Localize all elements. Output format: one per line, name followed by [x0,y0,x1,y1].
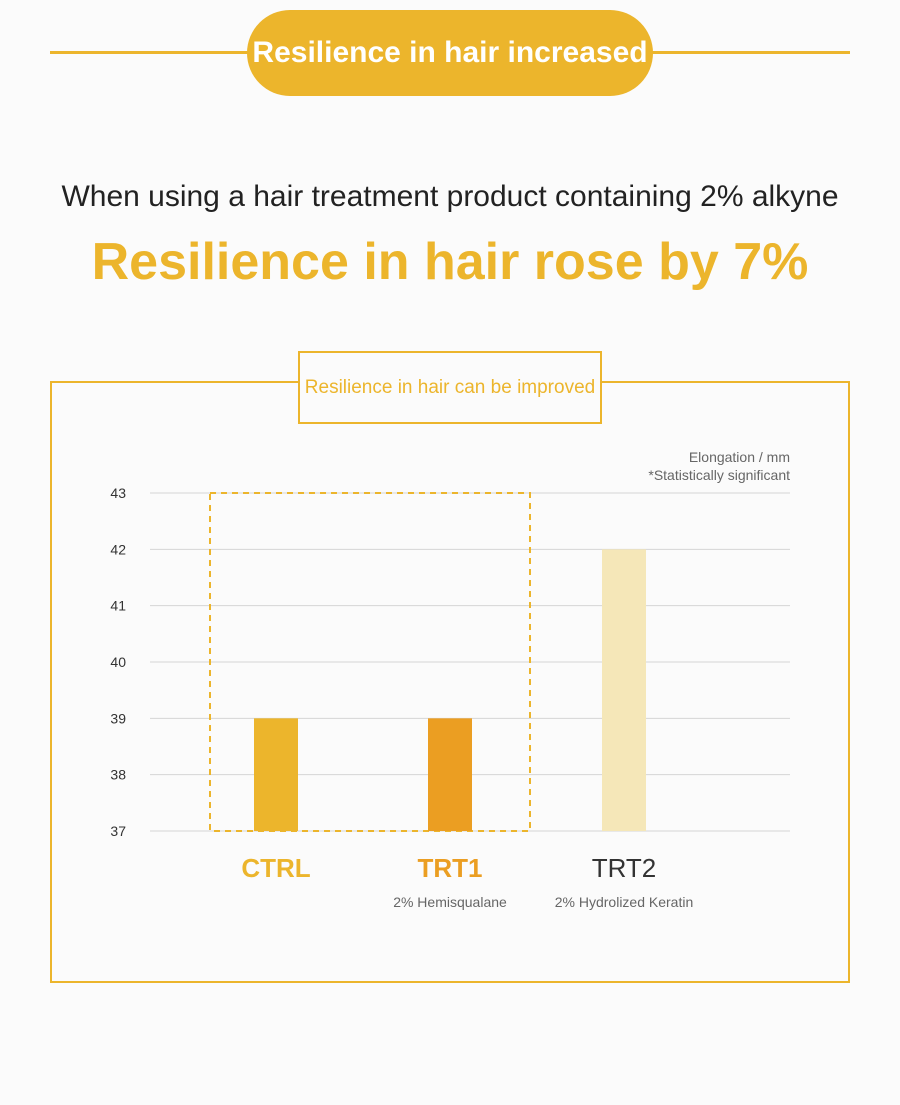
y-tick-label-42: 42 [110,541,126,557]
y-tick-label-39: 39 [110,710,126,726]
header-line-right [640,51,850,54]
significance-note: *Statistically significant [648,467,790,483]
category-subtitle-trt1: 2% Hemisqualane [393,894,507,910]
bar-trt2 [602,549,646,831]
unit-note: Elongation / mm *Statistically significa… [648,448,790,484]
y-tick-label-43: 43 [110,485,126,501]
x-tick-label-ctrl: CTRL [241,853,310,883]
x-tick-label-trt1: TRT1 [418,853,483,883]
header-line-left [50,51,260,54]
y-tick-label-37: 37 [110,823,126,839]
panel-label: Resilience in hair can be improved [298,351,602,424]
y-tick-label-40: 40 [110,654,126,670]
x-tick-label-trt2: TRT2 [592,853,657,883]
y-tick-label-41: 41 [110,598,126,614]
header-title: Resilience in hair increased [247,10,653,96]
y-tick-label-38: 38 [110,767,126,783]
intro-subtitle: When using a hair treatment product cont… [61,180,839,213]
highlight-box [209,492,531,832]
intro-headline: Resilience in hair rose by 7% [91,233,809,291]
category-subtitle-trt2: 2% Hydrolized Keratin [555,894,694,910]
bar-trt1 [428,718,472,831]
unit-label: Elongation / mm [688,449,790,465]
bar-ctrl [254,718,298,831]
